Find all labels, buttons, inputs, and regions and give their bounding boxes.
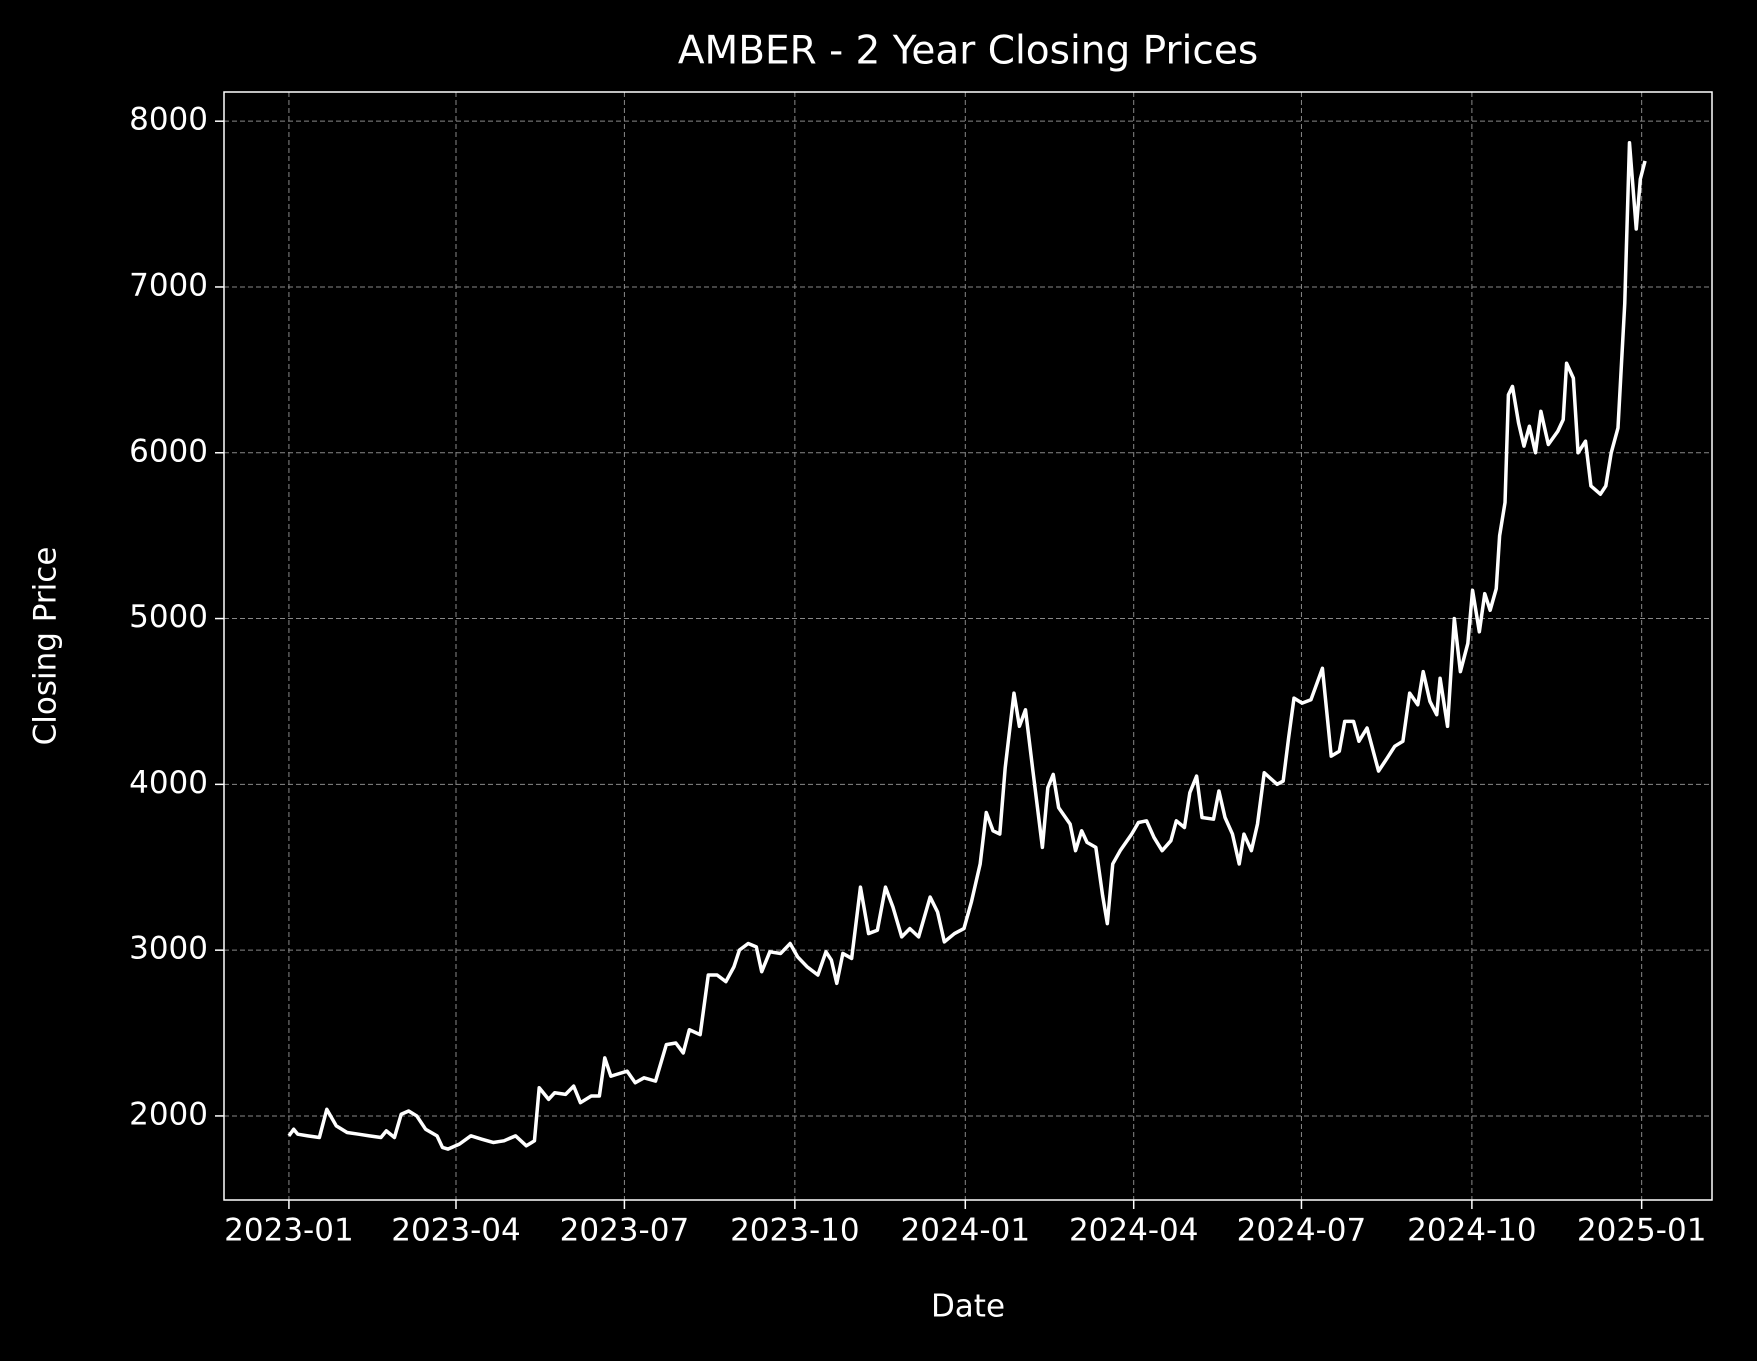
x-tick-label: 2023-10 (730, 1213, 860, 1249)
x-tick-label: 2023-04 (391, 1213, 521, 1249)
x-axis-label: Date (931, 1289, 1005, 1325)
x-tick-label: 2024-10 (1407, 1213, 1537, 1249)
chart-title: AMBER - 2 Year Closing Prices (678, 29, 1258, 74)
x-tick-label: 2024-01 (901, 1213, 1031, 1249)
y-tick-label: 4000 (129, 765, 208, 801)
x-tick-label: 2024-07 (1237, 1213, 1367, 1249)
y-tick-label: 8000 (129, 102, 208, 138)
y-tick-label: 7000 (129, 267, 208, 303)
x-tick-label: 2025-01 (1577, 1213, 1707, 1249)
x-tick-label: 2023-01 (224, 1213, 354, 1249)
y-tick-label: 2000 (129, 1096, 208, 1132)
y-tick-label: 6000 (129, 433, 208, 469)
price-line (287, 140, 1647, 1151)
y-tick-label: 5000 (129, 599, 208, 635)
y-axis-label: Closing Price (28, 547, 64, 746)
x-tick-label: 2023-07 (560, 1213, 690, 1249)
plot-frame (223, 91, 1713, 1201)
x-tick-label: 2024-04 (1069, 1213, 1199, 1249)
y-tick-label: 3000 (129, 931, 208, 967)
